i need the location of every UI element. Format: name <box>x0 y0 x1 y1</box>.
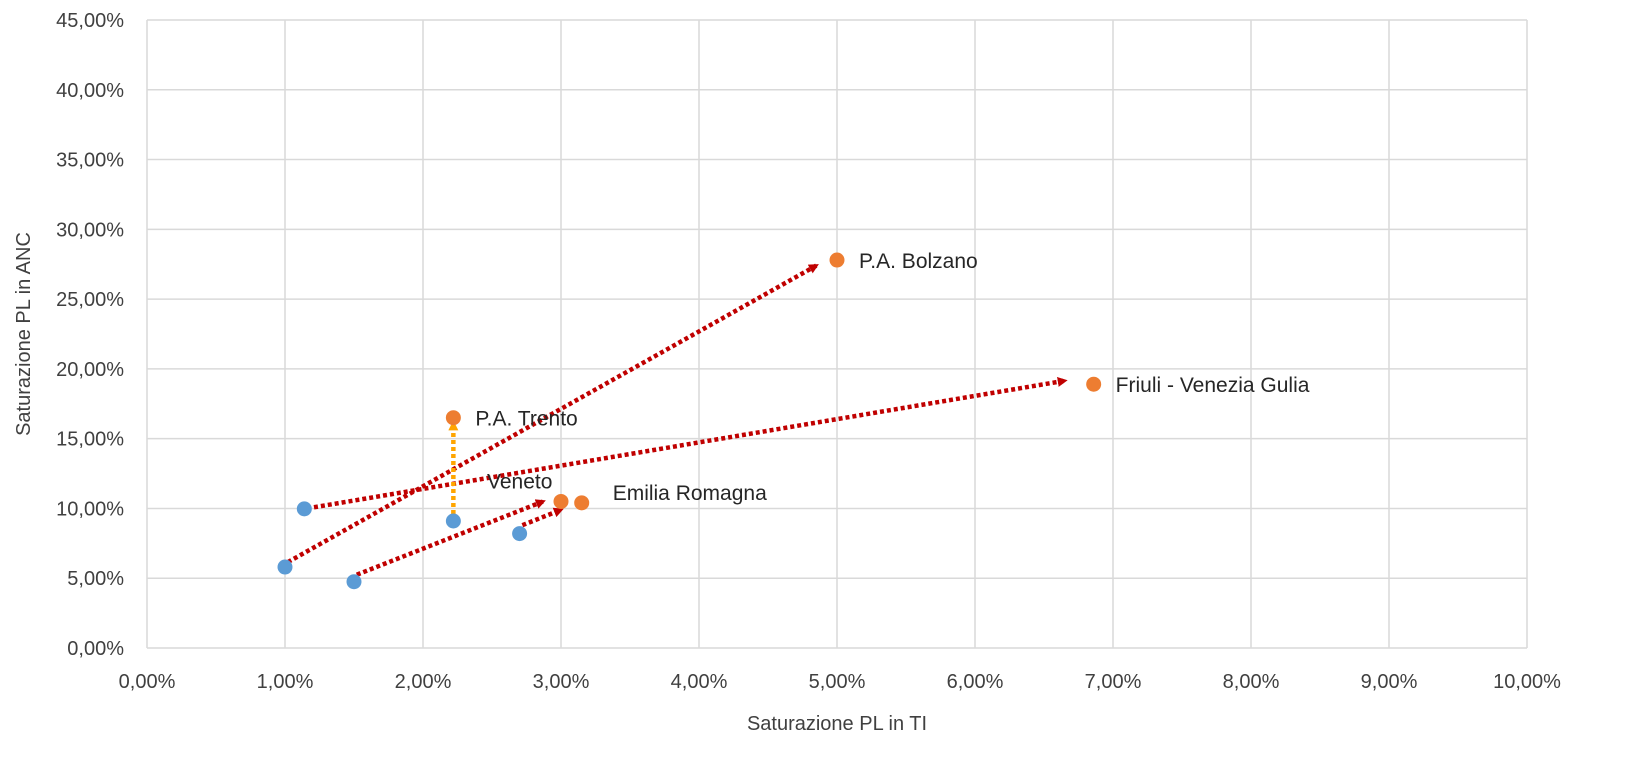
x-tick-label: 1,00% <box>257 671 314 693</box>
data-point <box>445 513 461 529</box>
data-point <box>277 559 293 575</box>
data-point <box>512 526 528 542</box>
tick-labels: 0,00% 1,00% 2,00% 3,00% 4,00% 5,00% 6,00% 7,00%… <box>56 10 1561 693</box>
data-point <box>829 252 845 268</box>
point-label: P.A. Bolzano <box>859 250 978 273</box>
arrow <box>355 499 546 577</box>
y-axis-title: Saturazione PL in ANC <box>13 232 35 436</box>
y-tick-label: 10,00% <box>56 498 124 520</box>
gridlines <box>146 19 1528 649</box>
point-labels: P.A. Bolzano Friuli - Venezia Gulia P.A. T… <box>475 250 1309 505</box>
arrow <box>306 376 1068 511</box>
arrow <box>286 263 819 565</box>
arrows <box>286 263 1068 577</box>
data-point <box>346 574 362 590</box>
data-point <box>296 501 312 517</box>
y-tick-label: 45,00% <box>56 10 124 32</box>
x-axis-title: Saturazione PL in TI <box>747 713 927 735</box>
point-label: Veneto <box>487 470 552 493</box>
x-tick-label: 0,00% <box>119 671 176 693</box>
y-tick-label: 30,00% <box>56 219 124 241</box>
x-tick-label: 7,00% <box>1085 671 1142 693</box>
data-point <box>445 410 461 426</box>
point-label: Friuli - Venezia Gulia <box>1116 374 1310 397</box>
x-tick-label: 3,00% <box>533 671 590 693</box>
y-tick-label: 20,00% <box>56 359 124 381</box>
data-point <box>574 495 590 511</box>
point-label: P.A. Trento <box>475 408 577 431</box>
x-tick-label: 5,00% <box>809 671 866 693</box>
y-tick-label: 25,00% <box>56 289 124 311</box>
data-point <box>1086 376 1102 392</box>
y-tick-label: 0,00% <box>67 638 124 660</box>
x-tick-label: 2,00% <box>395 671 452 693</box>
x-tick-label: 8,00% <box>1223 671 1280 693</box>
y-tick-label: 40,00% <box>56 80 124 102</box>
arrow <box>521 507 564 528</box>
y-tick-label: 5,00% <box>67 568 124 590</box>
x-tick-label: 6,00% <box>947 671 1004 693</box>
x-tick-label: 9,00% <box>1361 671 1418 693</box>
data-point <box>553 493 569 509</box>
x-tick-label: 10,00% <box>1493 671 1561 693</box>
y-tick-label: 15,00% <box>56 429 124 451</box>
point-label: Emilia Romagna <box>613 482 767 505</box>
y-tick-label: 35,00% <box>56 150 124 172</box>
data-points <box>277 252 1102 590</box>
x-tick-label: 4,00% <box>671 671 728 693</box>
